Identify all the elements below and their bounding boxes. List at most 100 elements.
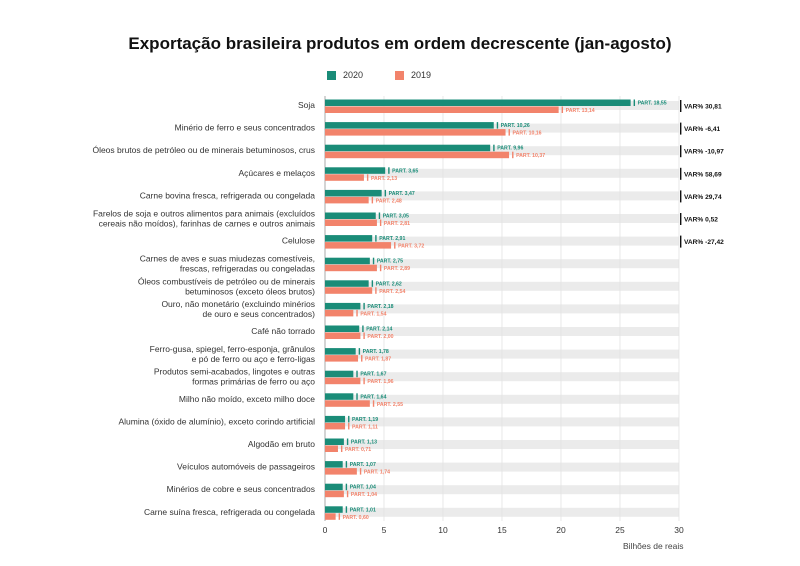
var-label: VAR% -10,97 — [684, 149, 724, 156]
bar-2020 — [325, 235, 373, 242]
bar-2019 — [325, 242, 392, 249]
category-label: frescas, refrigeradas ou congeladas — [180, 264, 315, 274]
bar-2020 — [325, 167, 386, 174]
bar-2019 — [325, 287, 373, 294]
data-label-2020: PART. 18,55 — [638, 101, 667, 107]
data-label-2019: PART. 2,81 — [384, 221, 410, 227]
data-label-2019: PART. 1,11 — [352, 424, 378, 430]
part-marker-2019 — [371, 196, 374, 204]
bar-2020 — [325, 212, 376, 219]
part-marker-2020 — [378, 212, 381, 219]
part-marker-2020 — [356, 370, 358, 378]
part-marker-2020 — [371, 280, 374, 287]
data-label-2020: PART. 1,01 — [350, 507, 376, 513]
bar-2019 — [325, 174, 364, 181]
bar-2019 — [325, 129, 506, 136]
category-label: Café não torrado — [251, 326, 315, 336]
var-label: VAR% 30,81 — [684, 104, 722, 111]
category-label: de ouro e seus concentrados) — [203, 309, 316, 319]
part-marker-2019 — [372, 400, 375, 407]
data-label-2019: PART. 0,60 — [343, 515, 369, 521]
part-marker-2019 — [394, 242, 396, 249]
var-marker — [680, 100, 682, 112]
data-label-2019: PART. 2,89 — [384, 266, 410, 272]
var-marker — [680, 167, 682, 180]
var-marker — [680, 145, 682, 158]
category-label: Algodão em bruto — [248, 439, 315, 449]
bar-2020 — [325, 415, 346, 423]
part-marker-2020 — [356, 393, 358, 400]
data-label-2020: PART. 2,91 — [379, 236, 405, 242]
category-label: Carne suína fresca, refrigerada ou conge… — [144, 507, 315, 517]
data-label-2019: PART. 3,72 — [398, 244, 424, 250]
data-label-2019: PART. 2,48 — [376, 198, 402, 204]
data-label-2020: PART. 3,65 — [392, 168, 418, 174]
var-label: VAR% 58,69 — [684, 171, 722, 178]
bar-2019 — [325, 377, 361, 385]
part-marker-2020 — [346, 438, 349, 445]
x-tick-label: 0 — [323, 525, 328, 535]
data-label-2020: PART. 1,13 — [351, 440, 377, 446]
data-label-2020: PART. 9,96 — [497, 146, 523, 152]
data-label-2019: PART. 0,71 — [345, 447, 371, 453]
legend-item-2019: 2019 — [395, 70, 431, 80]
bar-2020 — [325, 122, 494, 129]
bar-2019 — [325, 106, 559, 113]
x-tick-label: 15 — [497, 525, 507, 535]
data-label-2019: PART. 1,96 — [367, 379, 393, 385]
part-marker-2019 — [508, 129, 510, 136]
part-marker-2020 — [362, 325, 364, 332]
data-label-2020: PART. 3,05 — [383, 214, 409, 220]
part-marker-2019 — [363, 377, 365, 385]
part-marker-2019 — [346, 490, 349, 498]
part-marker-2020 — [372, 257, 375, 265]
category-label: Farelos de soja e outros alimentos para … — [93, 209, 315, 219]
bar-2019 — [325, 309, 354, 317]
bar-2020 — [325, 302, 361, 310]
legend-label-2020: 2020 — [343, 70, 364, 80]
bar-2019 — [325, 264, 377, 272]
category-label: Carne bovina fresca, refrigerada ou cong… — [140, 190, 316, 200]
data-label-2020: PART. 2,18 — [367, 304, 393, 310]
category-label: e pó de ferro ou aço e ferro-ligas — [192, 354, 315, 364]
category-label: Carnes de aves e suas miudezas comestíve… — [140, 254, 315, 264]
part-marker-2019 — [348, 422, 350, 430]
bar-2020 — [325, 144, 491, 152]
category-label: Alumina (óxido de alumínio), exceto cori… — [118, 416, 315, 426]
data-label-2020: PART. 2,62 — [376, 281, 402, 287]
bar-2019 — [325, 445, 338, 452]
part-marker-2020 — [375, 235, 377, 242]
part-marker-2020 — [496, 122, 499, 129]
bar-2019 — [325, 513, 336, 520]
bar-2020 — [325, 506, 343, 513]
category-label: Minério de ferro e seus concentrados — [175, 123, 315, 133]
part-marker-2019 — [356, 309, 358, 317]
part-marker-2019 — [359, 468, 362, 475]
part-marker-2019 — [340, 445, 343, 452]
data-label-2020: PART. 2,75 — [377, 259, 403, 265]
x-tick-label: 20 — [556, 525, 566, 535]
data-label-2019: PART. 1,54 — [360, 311, 386, 317]
bar-2020 — [325, 280, 369, 287]
part-marker-2020 — [384, 189, 387, 197]
data-label-2019: PART. 1,74 — [364, 470, 390, 476]
bar-2020 — [325, 461, 343, 468]
var-label: VAR% -6,41 — [684, 126, 720, 133]
part-marker-2019 — [375, 287, 377, 294]
bar-2019 — [325, 332, 361, 339]
part-marker-2020 — [348, 415, 350, 423]
bar-2019 — [325, 355, 359, 362]
category-label: Açúcares e melaços — [238, 168, 315, 178]
data-label-2020: PART. 1,04 — [350, 485, 376, 491]
data-label-2020: PART. 1,19 — [352, 417, 378, 423]
x-tick-label: 30 — [674, 525, 684, 535]
x-tick-label: 10 — [438, 525, 448, 535]
bar-2020 — [325, 370, 354, 378]
var-marker — [680, 213, 682, 225]
bar-2020 — [325, 99, 631, 106]
data-label-2020: PART. 1,64 — [360, 394, 386, 400]
part-marker-2019 — [379, 264, 382, 272]
data-label-2020: PART. 2,14 — [366, 327, 392, 333]
data-label-2019: PART. 2,55 — [377, 402, 403, 408]
